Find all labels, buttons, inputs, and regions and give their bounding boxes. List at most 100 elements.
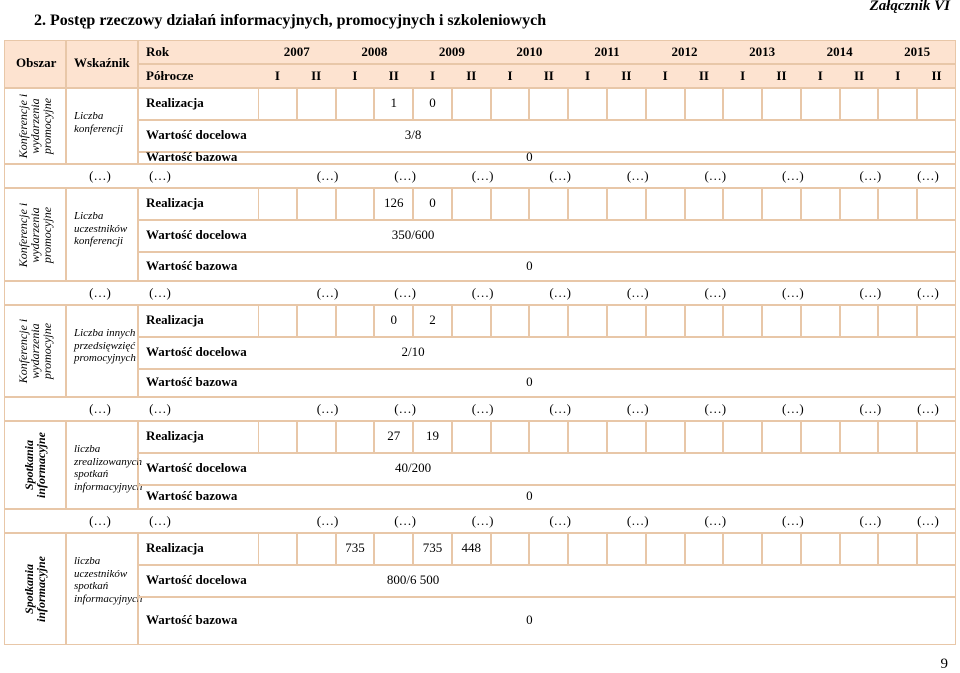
realizacja-half-cell xyxy=(800,421,840,453)
section-wskaznik-cell xyxy=(66,88,138,164)
ellipsis-row xyxy=(4,164,956,188)
header-polrocze-label: Półrocze xyxy=(146,68,194,83)
section-row-wartosc_bazowa xyxy=(138,597,956,645)
realizacja-value: 0 xyxy=(429,95,436,110)
realizacja-value: 0 xyxy=(390,312,397,327)
ellipsis-mark: (…) xyxy=(394,168,416,183)
realizacja-half-cell xyxy=(568,305,607,337)
ellipsis-mark: (…) xyxy=(89,168,111,183)
section-row-wartosc_docelowa xyxy=(138,565,956,597)
realizacja-value: 126 xyxy=(383,195,404,210)
ellipsis-mark: (…) xyxy=(782,285,804,300)
section-wskaznik-cell xyxy=(66,188,138,281)
wartosc-bazowa-value: 0 xyxy=(526,488,533,503)
realizacja-half-cell xyxy=(645,421,685,453)
realizacja-half-cell xyxy=(800,188,840,220)
section-wskaznik-label: Liczba uczestników konferencji xyxy=(74,210,128,247)
ellipsis-mark: (…) xyxy=(394,401,416,416)
section-wskaznik-cell xyxy=(66,421,138,509)
header-year: 2009 xyxy=(438,44,465,59)
realizacja-half-cell xyxy=(800,533,840,565)
section-wskaznik-label: Liczba innych przedsięwzięć promocyjnych xyxy=(74,327,136,364)
realizacja-half-cell xyxy=(451,421,491,453)
header-year: 2010 xyxy=(516,44,543,59)
realizacja-half-cell xyxy=(917,188,956,220)
page-number: 9 xyxy=(940,656,949,672)
section-obszar-cell xyxy=(4,305,66,397)
realizacja-half-cell xyxy=(413,533,452,565)
page-heading: 2. Postęp rzeczowy działań informacyjnyc… xyxy=(34,12,547,29)
section-row-wartosc_bazowa xyxy=(138,252,956,281)
ellipsis-row xyxy=(4,281,956,305)
realizacja-value: 1 xyxy=(390,95,397,110)
realizacja-half-cell xyxy=(878,88,918,120)
ellipsis-mark: (…) xyxy=(549,401,572,416)
realizacja-half-cell xyxy=(413,188,452,220)
ellipsis-mark: (…) xyxy=(549,168,572,183)
row-label-wartosc_bazowa: Wartość bazowa xyxy=(146,488,238,503)
realizacja-half-cell xyxy=(878,305,918,337)
row-label-wartosc_docelowa: Wartość docelowa xyxy=(146,344,247,359)
ellipsis-mark: (…) xyxy=(859,401,882,416)
ellipsis-mark: (…) xyxy=(917,285,939,300)
realizacja-half-cell xyxy=(839,188,879,220)
ellipsis-mark: (…) xyxy=(859,513,882,528)
header-half: II xyxy=(931,68,942,83)
ellipsis-row xyxy=(4,397,956,421)
realizacja-value: 0 xyxy=(429,195,436,210)
realizacja-half-cell xyxy=(645,88,685,120)
header-half: II xyxy=(621,68,632,83)
ellipsis-mark: (…) xyxy=(316,401,339,416)
ellipsis-mark: (…) xyxy=(917,513,939,528)
realizacja-half-cell xyxy=(645,305,685,337)
wartosc-bazowa-value: 0 xyxy=(526,257,533,273)
realizacja-half-cell xyxy=(762,88,801,120)
realizacja-half-cell xyxy=(839,88,879,120)
header-half: I xyxy=(429,68,436,83)
wartosc-bazowa-value: 0 xyxy=(526,374,533,389)
realizacja-half-cell xyxy=(490,533,530,565)
section-obszar-cell xyxy=(4,421,66,509)
wartosc-docelowa-value: 3/8 xyxy=(404,127,422,142)
realizacja-half-cell xyxy=(568,188,607,220)
row-label-wartosc_bazowa: Wartość bazowa xyxy=(146,149,238,164)
section-obszar-label: Spotkania informacyjne xyxy=(22,432,48,498)
header-year: 2007 xyxy=(283,44,310,59)
header-year: 2014 xyxy=(826,44,853,59)
ellipsis-mark: (…) xyxy=(549,285,572,300)
ellipsis-mark: (…) xyxy=(89,513,111,528)
realizacja-half-cell xyxy=(645,188,685,220)
section-wskaznik-label: Liczba konferencji xyxy=(74,110,124,135)
realizacja-half-cell xyxy=(335,421,375,453)
section-obszar-label: Konferencje i wydarzenia promocyjne xyxy=(16,93,54,159)
header-rok-label: Rok xyxy=(146,44,170,59)
row-label-wartosc_docelowa: Wartość docelowa xyxy=(146,460,247,475)
realizacja-half-cell xyxy=(529,188,569,220)
header-half: II xyxy=(853,68,865,83)
realizacja-half-cell xyxy=(568,421,607,453)
ellipsis-mark: (…) xyxy=(149,513,171,528)
section-obszar-cell xyxy=(4,188,66,281)
realizacja-half-cell xyxy=(800,88,840,120)
ellipsis-mark: (…) xyxy=(471,168,494,183)
realizacja-half-cell xyxy=(723,533,763,565)
realizacja-half-cell xyxy=(684,88,724,120)
realizacja-half-cell xyxy=(723,421,763,453)
realizacja-half-cell xyxy=(296,88,336,120)
realizacja-value: 735 xyxy=(345,540,365,555)
ellipsis-mark: (…) xyxy=(626,285,649,300)
realizacja-half-cell xyxy=(917,88,956,120)
header-half: II xyxy=(466,68,477,83)
ellipsis-mark: (…) xyxy=(316,285,339,300)
ellipsis-mark: (…) xyxy=(149,285,171,300)
realizacja-half-cell xyxy=(839,305,879,337)
realizacja-half-cell xyxy=(878,421,918,453)
wartosc-docelowa-value: 350/600 xyxy=(391,227,435,242)
ellipsis-mark: (…) xyxy=(89,285,111,300)
header-half: I xyxy=(507,68,513,83)
header-half: I xyxy=(274,68,280,83)
realizacja-half-cell xyxy=(413,305,452,337)
section-row-wartosc_docelowa xyxy=(138,220,956,252)
realizacja-half-cell xyxy=(258,305,297,337)
header-half: I xyxy=(817,68,823,83)
